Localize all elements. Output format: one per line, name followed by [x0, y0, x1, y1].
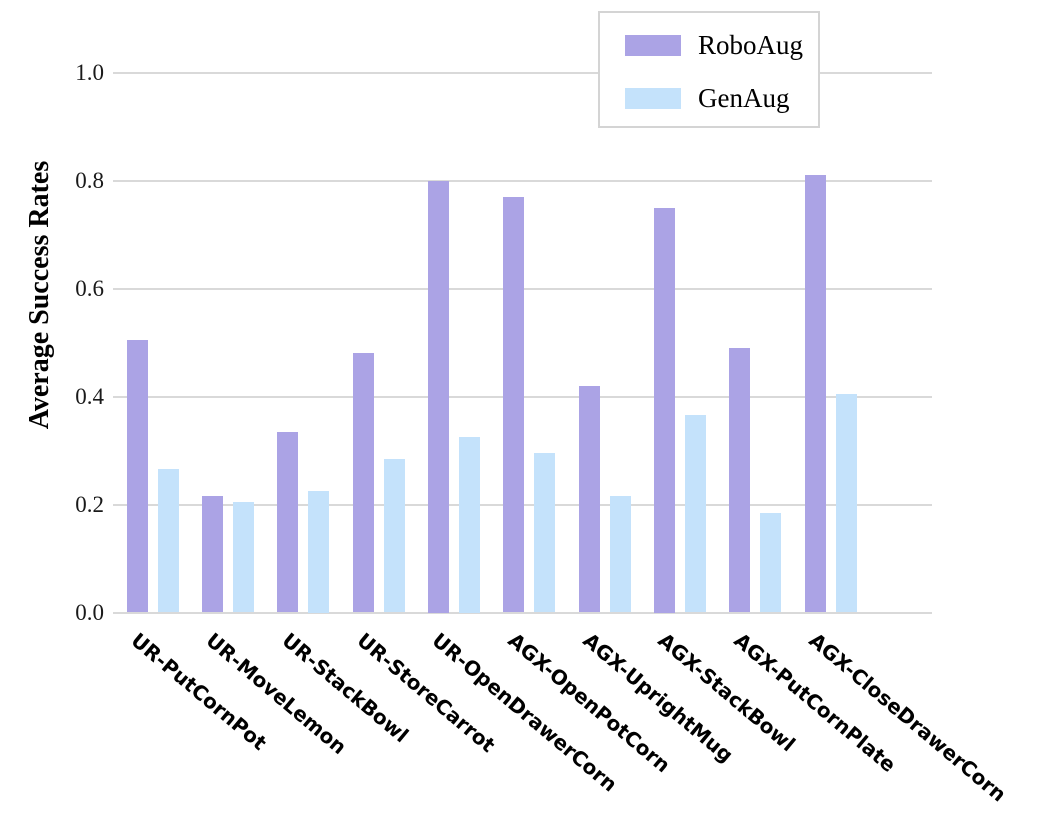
legend-item-roboaug: RoboAug	[625, 32, 803, 59]
bar-genaug-UR-StackBowl	[308, 491, 330, 613]
x-tick-label-UR-StoreCarrot: UR-StoreCarrot	[352, 628, 500, 758]
genaug-color-swatch	[625, 88, 681, 109]
gridline-0.8	[113, 179, 932, 182]
bar-genaug-AGX-StackBowl	[684, 415, 706, 613]
bar-genaug-UR-StoreCarrot	[383, 458, 405, 613]
y-axis-title: Average Success Rates	[24, 160, 55, 430]
bar-genaug-AGX-CloseDrawerCorn	[835, 393, 857, 613]
legend: RoboAug GenAug	[598, 11, 820, 128]
bar-genaug-UR-MoveLemon	[232, 501, 254, 613]
bar-roboaug-UR-StoreCarrot	[352, 353, 374, 613]
y-tick-label-0.6: 0.6	[75, 275, 104, 301]
bar-roboaug-UR-PutCornPot	[126, 339, 148, 613]
legend-label-genaug: GenAug	[698, 83, 790, 113]
bar-roboaug-UR-StackBowl	[277, 431, 299, 613]
bar-roboaug-AGX-PutCornPlate	[729, 347, 751, 613]
bar-roboaug-AGX-UprightMug	[578, 385, 600, 613]
bar-roboaug-UR-OpenDrawerCorn	[427, 180, 449, 613]
y-tick-label-0.2: 0.2	[75, 491, 104, 517]
gridline-0.0	[113, 611, 932, 614]
bar-roboaug-AGX-StackBowl	[653, 207, 675, 613]
x-tick-label-UR-PutCornPot: UR-PutCornPot	[126, 628, 272, 755]
bar-genaug-AGX-OpenPotCorn	[534, 453, 556, 613]
legend-item-genaug: GenAug	[625, 85, 789, 112]
bar-genaug-UR-OpenDrawerCorn	[458, 437, 480, 613]
bar-roboaug-AGX-OpenPotCorn	[503, 196, 525, 613]
x-tick-label-UR-StackBowl: UR-StackBowl	[277, 628, 413, 748]
y-tick-label-1.0: 1.0	[75, 59, 104, 85]
x-tick-label-UR-MoveLemon: UR-MoveLemon	[201, 628, 352, 760]
y-tick-label-0.0: 0.0	[75, 599, 104, 625]
bar-genaug-AGX-UprightMug	[609, 496, 631, 613]
gridline-1.0	[113, 71, 932, 74]
bar-genaug-UR-PutCornPot	[157, 469, 179, 613]
legend-label-roboaug: RoboAug	[698, 30, 804, 60]
bar-genaug-AGX-PutCornPlate	[760, 512, 782, 613]
bar-roboaug-UR-MoveLemon	[201, 496, 223, 613]
y-tick-label-0.8: 0.8	[75, 167, 104, 193]
roboaug-color-swatch	[625, 35, 681, 56]
y-tick-label-0.4: 0.4	[75, 383, 104, 409]
x-tick-label-AGX-StackBowl: AGX-StackBowl	[653, 628, 801, 757]
bar-roboaug-AGX-CloseDrawerCorn	[804, 175, 826, 613]
